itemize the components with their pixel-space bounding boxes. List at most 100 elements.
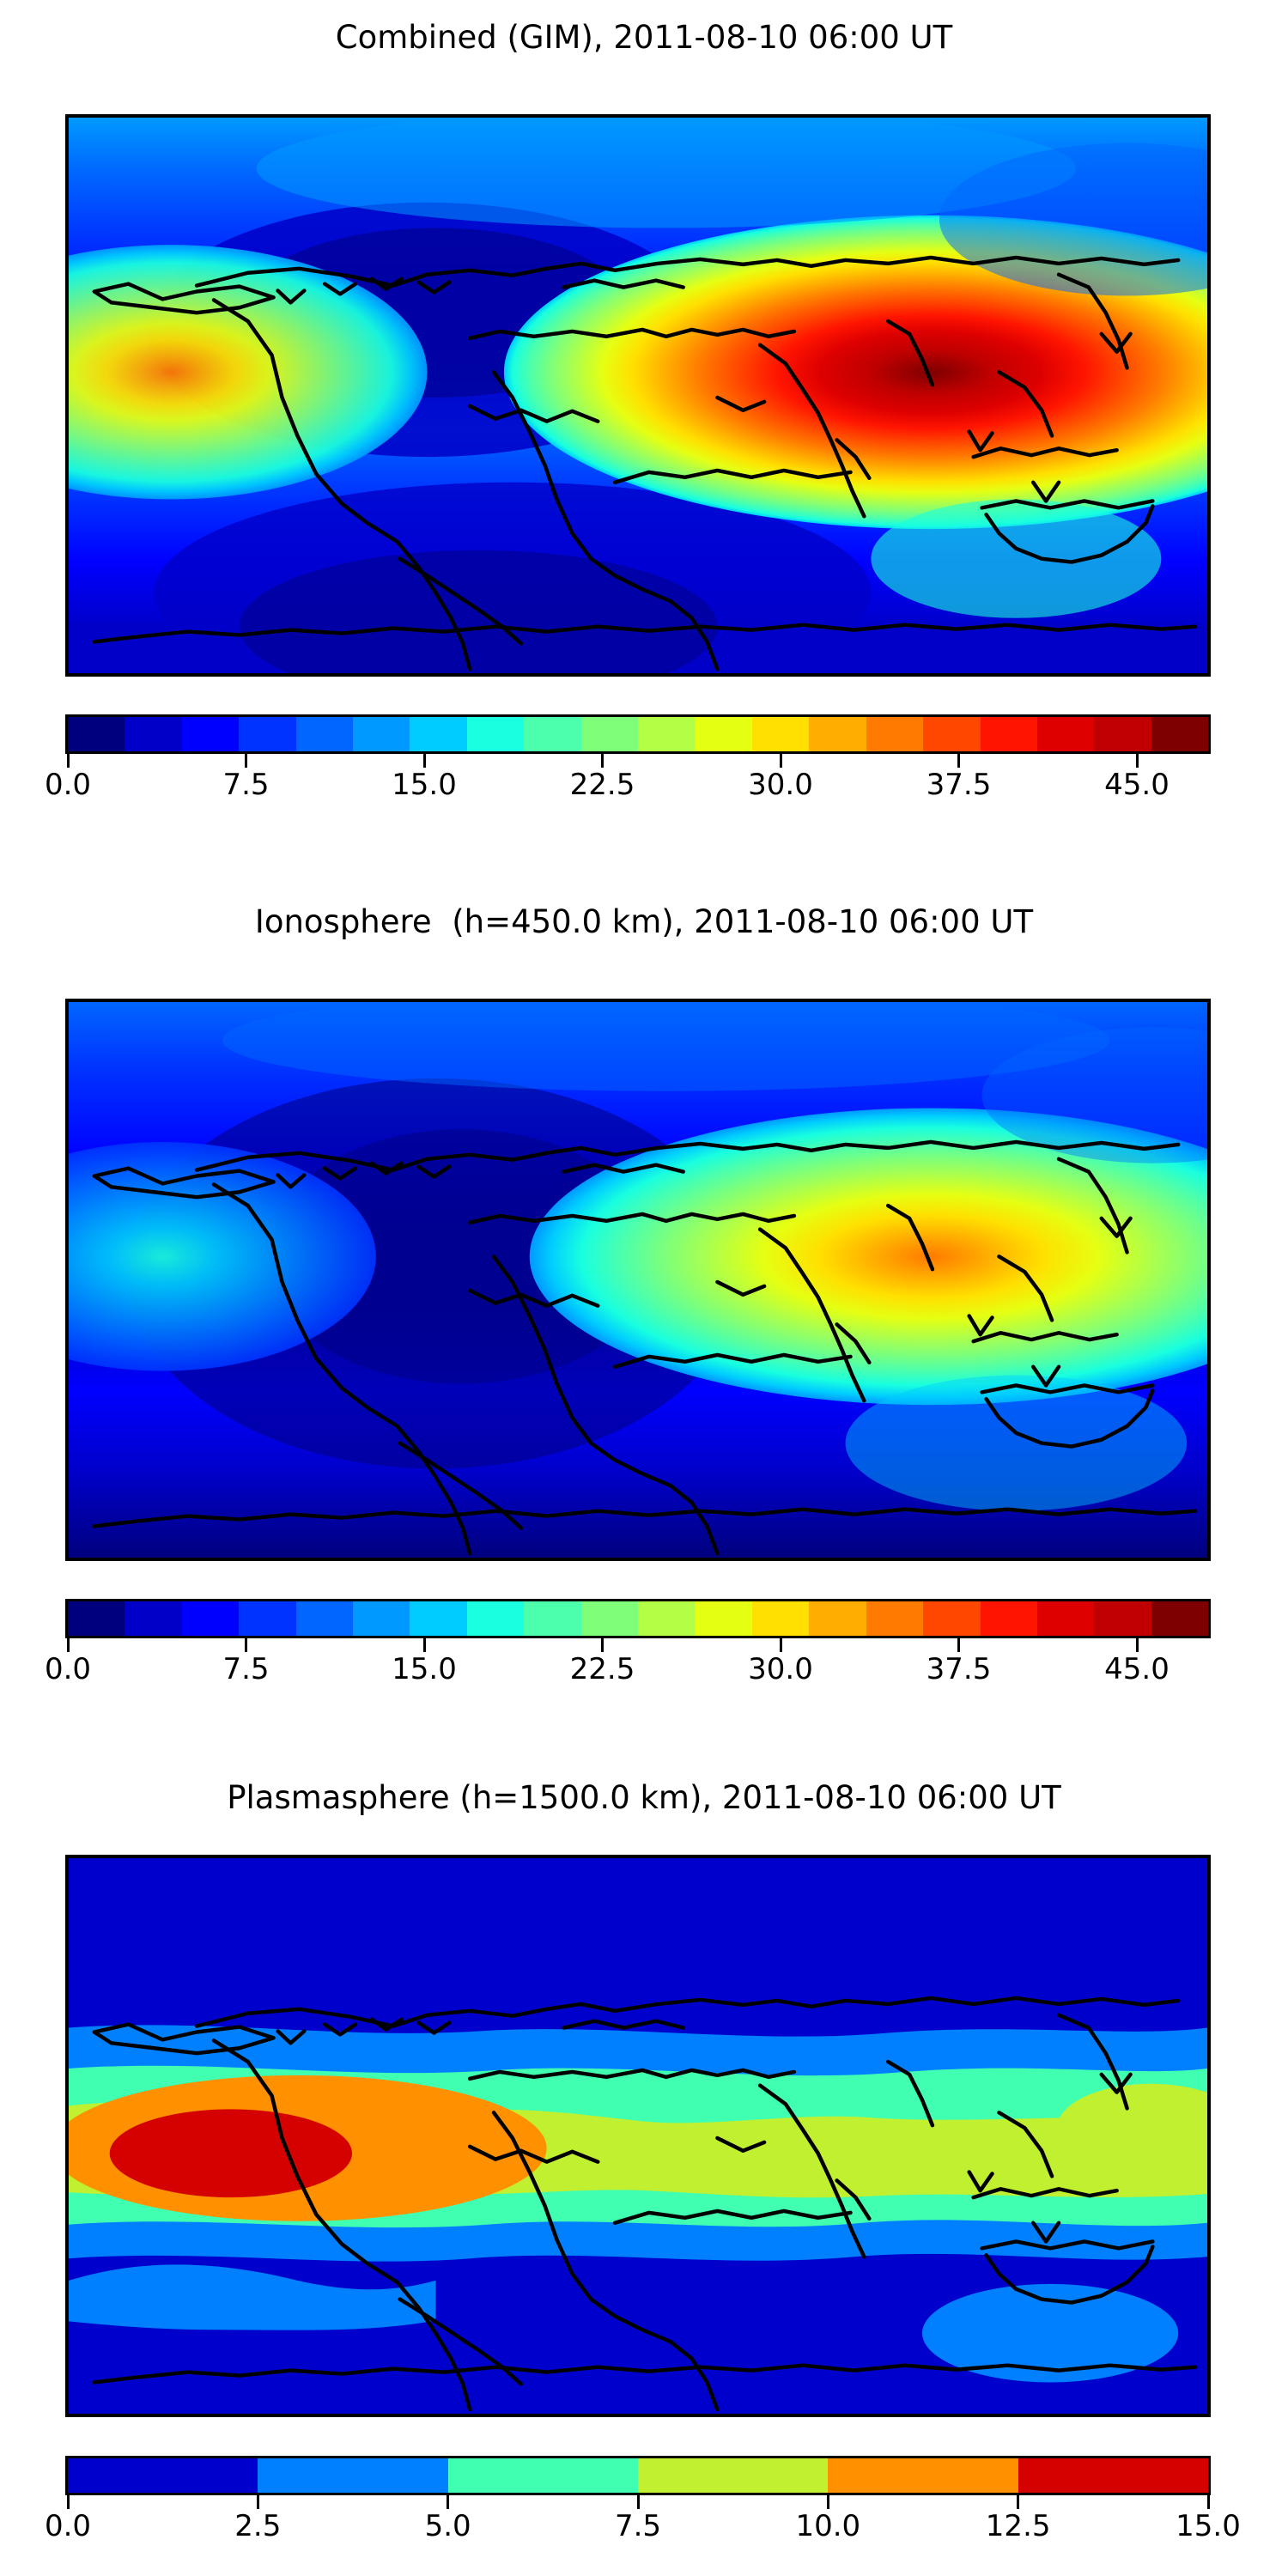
colorbar-segment (239, 717, 296, 751)
colorbar-segment (1151, 717, 1209, 751)
colorbar-tick-label: 22.5 (569, 768, 635, 802)
colorbar-tick (826, 2495, 829, 2509)
colorbar-tick-label: 45.0 (1104, 1652, 1170, 1686)
map-combined-gim (65, 114, 1211, 677)
colorbar-segment (1018, 2458, 1208, 2493)
colorbar-tick (1135, 1638, 1139, 1652)
colorbar-ticks-combined (65, 754, 1211, 768)
colorbar-segment (638, 717, 696, 751)
colorbar-tick-label: 15.0 (392, 1652, 457, 1686)
colorbar-segment (68, 2458, 258, 2493)
colorbar-segment (1094, 717, 1151, 751)
colorbar-segment (239, 1601, 296, 1636)
panel-title-plasmasphere: Plasmasphere (h=1500.0 km), 2011-08-10 0… (227, 1779, 1061, 1816)
colorbar-tick (245, 1638, 247, 1652)
colorbar-segment (828, 2458, 1018, 2493)
colorbar-tick (1135, 754, 1139, 768)
colorbar-tick (447, 2495, 450, 2509)
colorbar-segment (980, 1601, 1037, 1636)
colorbar-segment (751, 717, 810, 751)
colorbar-segment (447, 2458, 638, 2493)
colorbar-tick (1206, 2495, 1210, 2509)
colorbar-tick-label: 37.5 (926, 768, 992, 802)
colorbar-segment (466, 717, 525, 751)
colorbar-tick (1017, 2495, 1020, 2509)
colorbar-segment (181, 717, 240, 751)
colorbar-segment (980, 717, 1037, 751)
colorbar-tick-label: 2.5 (234, 2509, 282, 2543)
colorbar-segment (295, 1601, 354, 1636)
colorbar-ionosphere: 0.0 7.5 15.0 22.5 30.0 37.5 45.0 (45, 1599, 1211, 1690)
colorbar-segment (125, 717, 182, 751)
panel-combined-gim: Combined (GIM), 2011-08-10 06:00 UT (0, 0, 1288, 859)
colorbar-tick-label: 0.0 (44, 2509, 92, 2543)
colorbar-segment (353, 717, 410, 751)
colorbar-tick-label: 12.5 (985, 2509, 1051, 2543)
colorbar-segment (923, 1601, 981, 1636)
colorbar-segment (695, 717, 752, 751)
colorbar-segment (68, 1601, 125, 1636)
colorbar-segment (751, 1601, 810, 1636)
colorbar-tick (245, 754, 247, 768)
colorbar-segment (524, 1601, 581, 1636)
colorbar-segment (410, 1601, 467, 1636)
colorbar-segment (637, 2458, 829, 2493)
colorbar-tick (66, 1638, 70, 1652)
colorbar-tick (779, 1638, 782, 1652)
colorbar-segment (695, 1601, 752, 1636)
colorbar-tick-label: 30.0 (748, 1652, 813, 1686)
colorbar-segment (638, 1601, 696, 1636)
colorbar-labels-combined: 0.0 7.5 15.0 22.5 30.0 37.5 45.0 (45, 768, 1211, 805)
colorbar-segment (866, 717, 924, 751)
colorbar-tick (601, 1638, 604, 1652)
colorbar-tick-label: 37.5 (926, 1652, 992, 1686)
colorbar-ticks-plasmasphere (65, 2495, 1211, 2509)
colorbar-segment (295, 717, 354, 751)
map-svg-combined (69, 118, 1207, 673)
colorbar-segment (1036, 1601, 1095, 1636)
colorbar-segment (125, 1601, 182, 1636)
colorbar-segment (181, 1601, 240, 1636)
colorbar-segment (809, 717, 866, 751)
colorbar-segment (68, 717, 125, 751)
panel-title-ionosphere: Ionosphere (h=450.0 km), 2011-08-10 06:0… (254, 903, 1034, 940)
colorbar-tick (422, 754, 426, 768)
map-ionosphere (65, 999, 1211, 1561)
colorbar-tick-label: 22.5 (569, 1652, 635, 1686)
colorbar-segment (466, 1601, 525, 1636)
colorbar-segment (580, 717, 639, 751)
panel-plasmasphere: Plasmasphere (h=1500.0 km), 2011-08-10 0… (0, 1769, 1288, 2576)
colorbar-tick-label: 0.0 (44, 768, 92, 802)
colorbar-plasmasphere: 0.0 2.5 5.0 7.5 10.0 12.5 15.0 (45, 2456, 1241, 2547)
colorbar-tick-label: 10.0 (795, 2509, 861, 2543)
colorbar-tick (957, 754, 960, 768)
colorbar-ticks-ionosphere (65, 1638, 1211, 1652)
colorbar-tick-label: 45.0 (1104, 768, 1170, 802)
colorbar-segment (866, 1601, 924, 1636)
map-svg-ionosphere (69, 1002, 1207, 1558)
colorbar-segment (524, 717, 581, 751)
colorbar-tick (601, 754, 604, 768)
colorbar-tick (66, 2495, 70, 2509)
colorbar-tick-label: 30.0 (748, 768, 813, 802)
map-plasmasphere (65, 1855, 1211, 2417)
colorbar-segment (1094, 1601, 1151, 1636)
colorbar-tick-label: 7.5 (222, 768, 270, 802)
colorbar-labels-ionosphere: 0.0 7.5 15.0 22.5 30.0 37.5 45.0 (45, 1652, 1211, 1690)
colorbar-gradient-plasmasphere[interactable] (65, 2456, 1211, 2495)
colorbar-segment (1151, 1601, 1209, 1636)
colorbar-tick (256, 2495, 259, 2509)
colorbar-gradient-combined[interactable] (65, 714, 1211, 754)
colorbar-tick-label: 15.0 (1176, 2509, 1241, 2543)
colorbar-tick-label: 7.5 (614, 2509, 662, 2543)
colorbar-tick (66, 754, 70, 768)
colorbar-gradient-ionosphere[interactable] (65, 1599, 1211, 1638)
colorbar-combined: 0.0 7.5 15.0 22.5 30.0 37.5 45.0 (45, 714, 1211, 805)
colorbar-segment (353, 1601, 410, 1636)
colorbar-tick-label: 7.5 (222, 1652, 270, 1686)
panel-title-combined: Combined (GIM), 2011-08-10 06:00 UT (335, 19, 953, 56)
colorbar-tick-label: 5.0 (424, 2509, 471, 2543)
map-svg-plasmasphere (69, 1858, 1207, 2414)
colorbar-tick-label: 0.0 (44, 1652, 92, 1686)
